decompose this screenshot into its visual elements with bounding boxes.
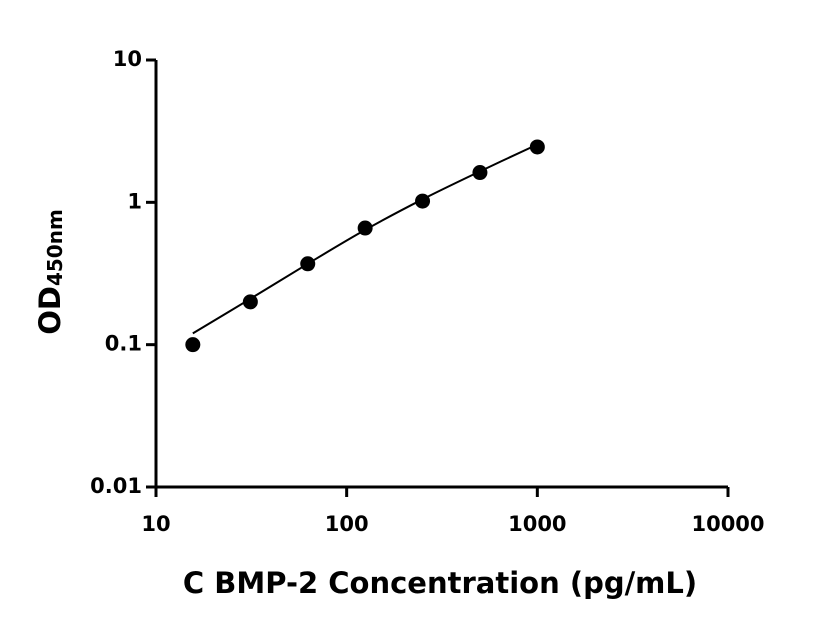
- x-tick-label: 1000: [508, 512, 566, 536]
- x-tick-label: 100: [325, 512, 369, 536]
- x-tick-label: 10: [141, 512, 170, 536]
- y-tick-label: 0.01: [90, 474, 142, 498]
- data-point: [185, 337, 201, 353]
- data-point: [242, 294, 258, 310]
- data-point: [415, 193, 431, 209]
- data-point: [472, 165, 488, 181]
- data-point: [300, 256, 316, 272]
- y-tick-label: 0.1: [105, 332, 142, 356]
- y-axis-label-sub: 450nm: [43, 209, 67, 286]
- y-axis-label: OD450nm: [33, 209, 67, 335]
- y-tick-label: 1: [127, 189, 142, 213]
- data-point: [529, 139, 545, 155]
- y-axis-label-main: OD: [33, 286, 67, 335]
- data-point: [357, 220, 373, 236]
- y-tick-label: 10: [113, 47, 142, 71]
- x-tick-label: 10000: [691, 512, 764, 536]
- x-axis-label: C BMP-2 Concentration (pg/mL): [183, 566, 697, 600]
